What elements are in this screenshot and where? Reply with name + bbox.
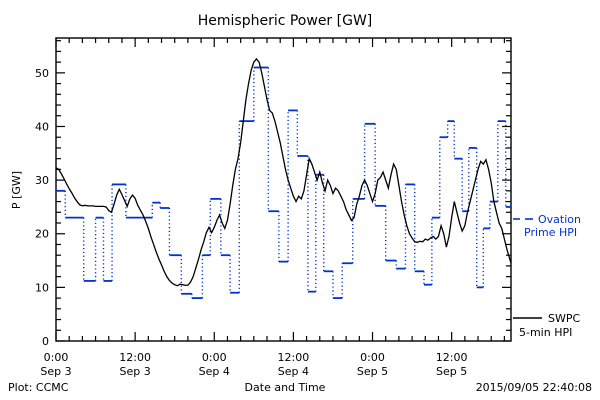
y-axis-tick-labels: 0 10 20 30 40 50 [35, 67, 49, 348]
y-axis-label: P [GW] [10, 171, 23, 209]
x-tick-label-date: Sep 3 [40, 365, 71, 378]
legend-swpc-5min-hpi: SWPC 5-min HPI [513, 312, 580, 339]
x-tick-label-time: 0:00 [44, 351, 69, 364]
series-swpc-5min-hpi [55, 57, 512, 287]
x-tick-label-date: Sep 5 [436, 365, 467, 378]
chart-title: Hemispheric Power [GW] [198, 13, 373, 29]
x-tick-label-time: 0:00 [360, 351, 385, 364]
y-tick-label: 0 [42, 335, 49, 348]
x-tick-label-time: 12:00 [278, 351, 310, 364]
plot-frame [55, 37, 512, 342]
y-axis-ticks [56, 40, 511, 342]
x-tick-label-date: Sep 5 [357, 365, 388, 378]
legend-ovation-label-line2: Prime HPI [524, 226, 577, 239]
legend-swpc-label-line2: 5-min HPI [519, 326, 572, 339]
x-tick-label-date: Sep 3 [120, 365, 151, 378]
x-tick-label-date: Sep 4 [199, 365, 230, 378]
legend-ovation-label-line1: Ovation [538, 213, 581, 226]
y-tick-label: 40 [35, 120, 49, 133]
x-tick-label-time: 12:00 [436, 351, 468, 364]
series-ovation-prime-hpi [56, 66, 511, 299]
x-tick-label-date: Sep 4 [278, 365, 309, 378]
y-tick-label: 20 [35, 228, 49, 241]
y-tick-label: 30 [35, 174, 49, 187]
x-axis-ticks [55, 38, 506, 341]
footer-timestamp: 2015/09/05 22:40:08 [476, 381, 592, 394]
x-axis-label: Date and Time [245, 381, 326, 394]
y-tick-label: 10 [35, 281, 49, 294]
x-tick-label-time: 0:00 [202, 351, 227, 364]
legend-ovation-prime-hpi: Ovation Prime HPI [513, 213, 581, 239]
legend-swpc-label-line1: SWPC [548, 312, 580, 325]
x-tick-label-time: 12:00 [119, 351, 151, 364]
y-tick-label: 50 [35, 67, 49, 80]
footer-plot-source: Plot: CCMC [8, 381, 69, 394]
